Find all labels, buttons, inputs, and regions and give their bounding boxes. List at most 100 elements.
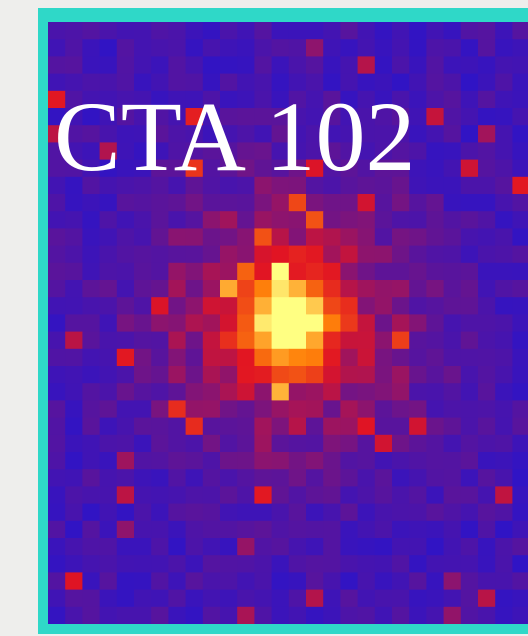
- pixel: [340, 538, 358, 556]
- pixel: [375, 504, 393, 522]
- pixel: [186, 538, 204, 556]
- pixel: [186, 228, 204, 246]
- pixel: [168, 521, 186, 539]
- pixel: [186, 435, 204, 453]
- pixel: [203, 572, 221, 590]
- pixel: [478, 469, 496, 487]
- pixel: [82, 211, 100, 229]
- pixel: [203, 555, 221, 573]
- pixel: [340, 280, 358, 298]
- pixel: [254, 228, 272, 246]
- pixel: [254, 452, 272, 470]
- pixel: [82, 452, 100, 470]
- pixel: [272, 555, 290, 573]
- pixel: [306, 263, 324, 281]
- pixel: [392, 572, 410, 590]
- pixel: [117, 314, 135, 332]
- pixel: [186, 590, 204, 608]
- pixel: [100, 521, 118, 539]
- pixel: [392, 400, 410, 418]
- pixel: [512, 607, 528, 624]
- pixel: [151, 400, 169, 418]
- pixel: [426, 590, 444, 608]
- pixel: [48, 418, 66, 436]
- pixel: [358, 332, 376, 350]
- pixel: [478, 74, 496, 92]
- pixel: [254, 366, 272, 384]
- pixel: [323, 538, 341, 556]
- pixel: [478, 91, 496, 109]
- pixel: [409, 486, 427, 504]
- pixel: [117, 452, 135, 470]
- pixel: [168, 246, 186, 264]
- pixel: [478, 297, 496, 315]
- pixel: [151, 314, 169, 332]
- pixel: [82, 521, 100, 539]
- pixel: [168, 314, 186, 332]
- pixel: [254, 400, 272, 418]
- pixel: [254, 211, 272, 229]
- pixel: [392, 263, 410, 281]
- pixel: [323, 263, 341, 281]
- pixel: [82, 56, 100, 74]
- pixel: [375, 211, 393, 229]
- pixel: [272, 246, 290, 264]
- pixel: [82, 349, 100, 367]
- pixel: [48, 56, 66, 74]
- pixel: [151, 332, 169, 350]
- pixel: [186, 297, 204, 315]
- pixel: [272, 418, 290, 436]
- pixel: [409, 263, 427, 281]
- pixel: [65, 280, 83, 298]
- pixel: [409, 366, 427, 384]
- pixel: [444, 607, 462, 624]
- pixel: [82, 332, 100, 350]
- pixel: [289, 486, 307, 504]
- pixel: [340, 366, 358, 384]
- pixel: [340, 607, 358, 624]
- pixel: [100, 246, 118, 264]
- pixel: [151, 452, 169, 470]
- pixel: [100, 228, 118, 246]
- pixel: [409, 297, 427, 315]
- pixel: [168, 452, 186, 470]
- pixel: [220, 418, 238, 436]
- pixel: [461, 160, 479, 178]
- pixel: [375, 246, 393, 264]
- pixel: [340, 56, 358, 74]
- pixel: [495, 22, 513, 40]
- pixel: [203, 504, 221, 522]
- pixel: [168, 366, 186, 384]
- pixel: [48, 590, 66, 608]
- pixel: [340, 297, 358, 315]
- pixel: [254, 435, 272, 453]
- pixel: [358, 297, 376, 315]
- pixel: [134, 435, 152, 453]
- pixel: [444, 177, 462, 195]
- pixel: [358, 590, 376, 608]
- pixel: [220, 246, 238, 264]
- pixel: [512, 486, 528, 504]
- pixel: [409, 349, 427, 367]
- pixel: [340, 22, 358, 40]
- pixel: [478, 314, 496, 332]
- pixel: [461, 22, 479, 40]
- pixel: [512, 452, 528, 470]
- pixel: [82, 486, 100, 504]
- pixel: [306, 521, 324, 539]
- pixel: [134, 469, 152, 487]
- pixel: [168, 39, 186, 57]
- pixel: [65, 572, 83, 590]
- pixel: [82, 538, 100, 556]
- pixel: [340, 435, 358, 453]
- pixel: [461, 177, 479, 195]
- pixel: [392, 418, 410, 436]
- pixel: [461, 366, 479, 384]
- pixel: [272, 22, 290, 40]
- pixel: [444, 469, 462, 487]
- pixel: [100, 555, 118, 573]
- pixel: [478, 349, 496, 367]
- pixel: [220, 572, 238, 590]
- pixel: [254, 22, 272, 40]
- pixel: [392, 39, 410, 57]
